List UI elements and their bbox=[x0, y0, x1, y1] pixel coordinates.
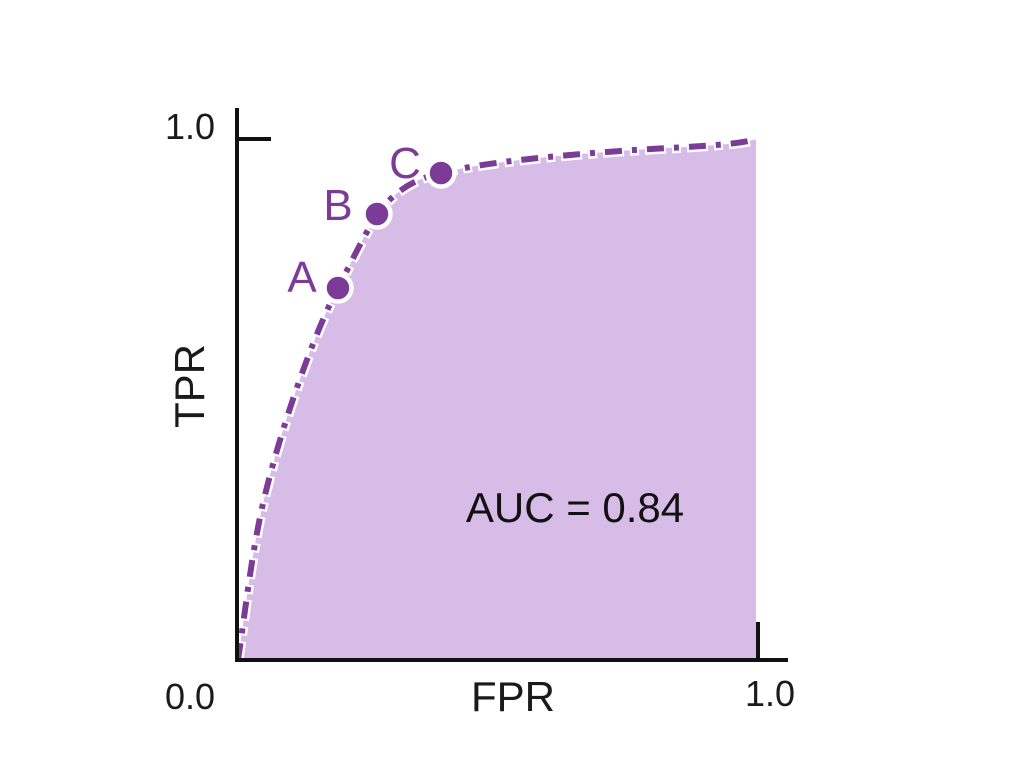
point-c-marker bbox=[425, 157, 457, 189]
point-b-marker bbox=[361, 198, 393, 230]
point-c-label: C bbox=[389, 139, 421, 188]
x-axis-tick-label-0.0: 0.0 bbox=[164, 676, 216, 717]
auc-area-fill bbox=[238, 139, 756, 660]
point-a-marker bbox=[322, 272, 354, 304]
point-a-label: A bbox=[287, 253, 317, 302]
x-axis-tick-label-1.0: 1.0 bbox=[744, 673, 796, 714]
y-axis-title: TPR bbox=[166, 344, 213, 428]
x-axis-title: FPR bbox=[471, 673, 555, 720]
auc-annotation: AUC = 0.84 bbox=[465, 484, 685, 531]
point-b-label: B bbox=[323, 181, 353, 230]
y-axis-tick-label-1.0: 1.0 bbox=[164, 106, 216, 147]
